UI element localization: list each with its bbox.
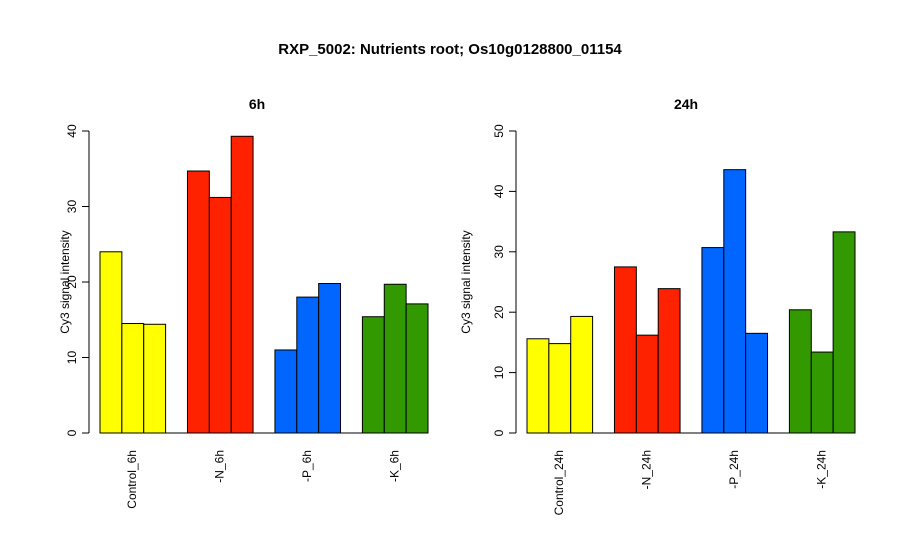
bar — [701, 247, 725, 434]
y-tick-label: 40 — [492, 184, 506, 198]
main-title: RXP_5002: Nutrients root; Os10g0128800_0… — [278, 41, 622, 58]
bar — [723, 169, 747, 434]
bar — [186, 170, 210, 434]
bar — [745, 332, 769, 434]
bar — [548, 343, 572, 434]
bar — [810, 351, 834, 434]
category-label: -N_24h — [639, 450, 653, 489]
category-label: -P_24h — [727, 450, 741, 489]
panel-24h: 24h Cy3 signal intensity 0 10 20 30 40 50 Contro… — [459, 96, 856, 515]
bar — [274, 349, 298, 434]
y-tick-label: 20 — [492, 305, 506, 319]
bar — [208, 196, 232, 434]
y-tick-label: 0 — [65, 429, 79, 436]
y-axis-label: Cy3 signal intensity — [58, 230, 72, 333]
y-tick-label: 20 — [65, 275, 79, 289]
y-tick-label: 0 — [492, 429, 506, 436]
panel-6h: 6h Cy3 signal intensity 0 10 20 30 40 Control_6… — [58, 96, 429, 509]
category-label: -N_6h — [212, 450, 226, 483]
bar — [657, 288, 681, 434]
bar — [613, 266, 637, 434]
category-label: Control_24h — [552, 450, 566, 515]
bar — [361, 316, 385, 434]
y-tick-label: 30 — [65, 200, 79, 214]
bar — [318, 283, 342, 434]
y-axis-label: Cy3 signal intensity — [459, 230, 473, 333]
y-tick-label: 30 — [492, 245, 506, 259]
y-tick-label: 50 — [492, 124, 506, 138]
bar — [99, 251, 123, 434]
category-label: -P_6h — [300, 450, 314, 482]
bar — [570, 315, 594, 434]
category-label: Control_6h — [125, 450, 139, 509]
bar — [526, 338, 550, 434]
bar — [635, 334, 659, 434]
panel-title: 6h — [249, 96, 265, 112]
bar — [143, 323, 167, 434]
y-tick-label: 10 — [492, 366, 506, 380]
panel-title: 24h — [674, 96, 698, 112]
bar — [230, 135, 254, 434]
bar — [121, 323, 145, 434]
bar — [405, 303, 429, 434]
bar — [788, 309, 812, 434]
bar — [296, 296, 320, 434]
bar — [832, 231, 856, 434]
bar — [383, 283, 407, 434]
y-tick-label: 10 — [65, 351, 79, 365]
category-label: -K_24h — [814, 450, 828, 489]
y-tick-label: 40 — [65, 124, 79, 138]
category-label: -K_6h — [387, 450, 401, 482]
